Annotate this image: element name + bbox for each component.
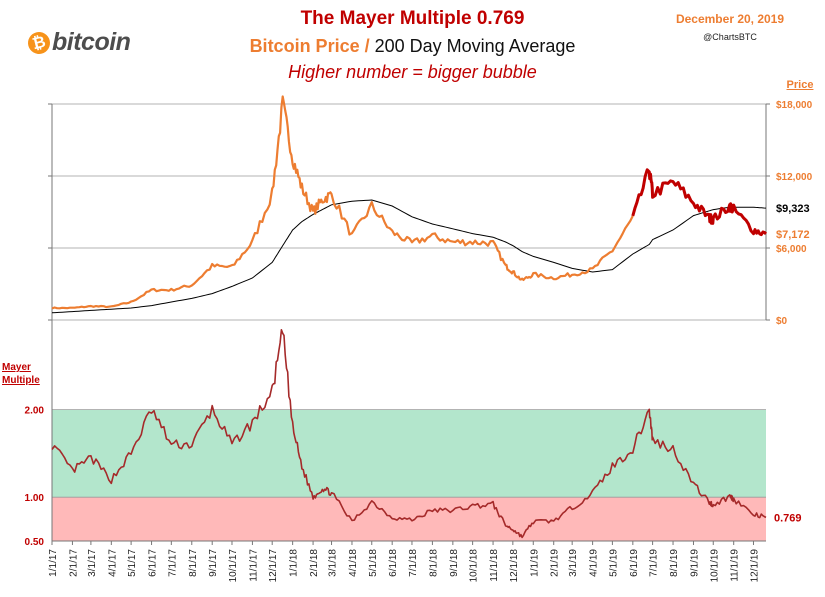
chart-date: December 20, 2019 — [675, 12, 785, 26]
x-tick-label: 11/1/17 — [248, 549, 259, 582]
x-tick-label: 3/1/18 — [328, 549, 339, 577]
bitcoin-logo: ₿ bitcoin — [25, 28, 131, 57]
chart-title: The Mayer Multiple 0.769 — [300, 8, 525, 29]
x-tick-label: 1/1/19 — [529, 549, 540, 577]
x-tick-label: 12/1/17 — [268, 549, 279, 583]
x-tick-label: 2/1/18 — [309, 549, 320, 577]
mayer-multiple-axis-title: Mayer Multiple — [2, 362, 40, 386]
price-line — [51, 95, 634, 310]
x-tick-label: 10/1/19 — [709, 549, 720, 583]
x-tick-label: 9/1/19 — [689, 549, 700, 577]
ma-end-label: $9,323 — [776, 203, 810, 215]
x-tick-label: 3/1/17 — [87, 549, 98, 577]
x-tick-label: 3/1/19 — [568, 549, 579, 577]
x-tick-label: 11/1/19 — [730, 549, 741, 582]
x-tick-label: 8/1/18 — [428, 549, 439, 577]
x-tick-label: 4/1/18 — [348, 549, 359, 577]
x-tick-label: 7/1/19 — [649, 549, 660, 577]
band-healthy — [52, 409, 766, 498]
x-tick-label: 6/1/19 — [629, 549, 640, 577]
x-tick-label: 6/1/18 — [388, 549, 399, 577]
x-tick-label: 9/1/18 — [449, 549, 460, 577]
x-tick-label: 7/1/18 — [408, 549, 419, 577]
x-tick-label: 4/1/19 — [589, 549, 600, 577]
multiple-tick-label: 2.00 — [25, 406, 45, 417]
x-tick-label: 2/1/17 — [68, 549, 79, 577]
x-tick-label: 9/1/17 — [208, 549, 219, 577]
price-line-recent — [631, 168, 768, 237]
price-tick-label: $12,000 — [776, 172, 813, 183]
multiple-end-label: 0.769 — [774, 512, 802, 524]
chart-tagline: Higher number = bigger bubble — [288, 62, 537, 82]
x-tick-label: 10/1/18 — [469, 549, 480, 583]
x-tick-label: 7/1/17 — [167, 549, 178, 577]
x-tick-label: 10/1/17 — [228, 549, 239, 583]
subtitle-price: Bitcoin Price / — [249, 36, 370, 56]
multiple-tick-label: 0.50 — [25, 537, 45, 548]
x-tick-label: 5/1/18 — [368, 549, 379, 577]
x-tick-label: 5/1/17 — [127, 549, 138, 577]
x-tick-label: 12/1/19 — [749, 549, 760, 583]
moving-average-line — [51, 199, 767, 314]
x-tick-label: 6/1/17 — [148, 549, 159, 577]
price-axis-title: Price — [786, 79, 814, 91]
logo-text: bitcoin — [52, 28, 131, 56]
x-tick-label: 2/1/19 — [550, 549, 561, 577]
price-tick-label: $18,000 — [776, 100, 813, 111]
author-handle: @ChartsBTC — [703, 32, 757, 42]
x-tick-label: 8/1/17 — [188, 549, 199, 577]
x-tick-label: 12/1/18 — [509, 549, 520, 583]
price-end-label: $7,172 — [776, 229, 810, 241]
price-tick-label: $0 — [776, 316, 788, 327]
x-tick-label: 11/1/18 — [489, 549, 500, 582]
price-tick-label: $6,000 — [776, 244, 807, 255]
x-tick-label: 8/1/19 — [669, 549, 680, 577]
x-tick-label: 1/1/17 — [48, 549, 59, 577]
chart-subtitle: Bitcoin Price / 200 Day Moving Average — [0, 36, 825, 57]
multiple-tick-label: 1.00 — [25, 493, 45, 504]
x-tick-label: 4/1/17 — [107, 549, 118, 577]
mayer-multiple-line — [51, 329, 767, 539]
x-tick-label: 1/1/18 — [289, 549, 300, 577]
x-tick-label: 5/1/19 — [608, 549, 619, 577]
subtitle-ma: 200 Day Moving Average — [374, 36, 576, 56]
